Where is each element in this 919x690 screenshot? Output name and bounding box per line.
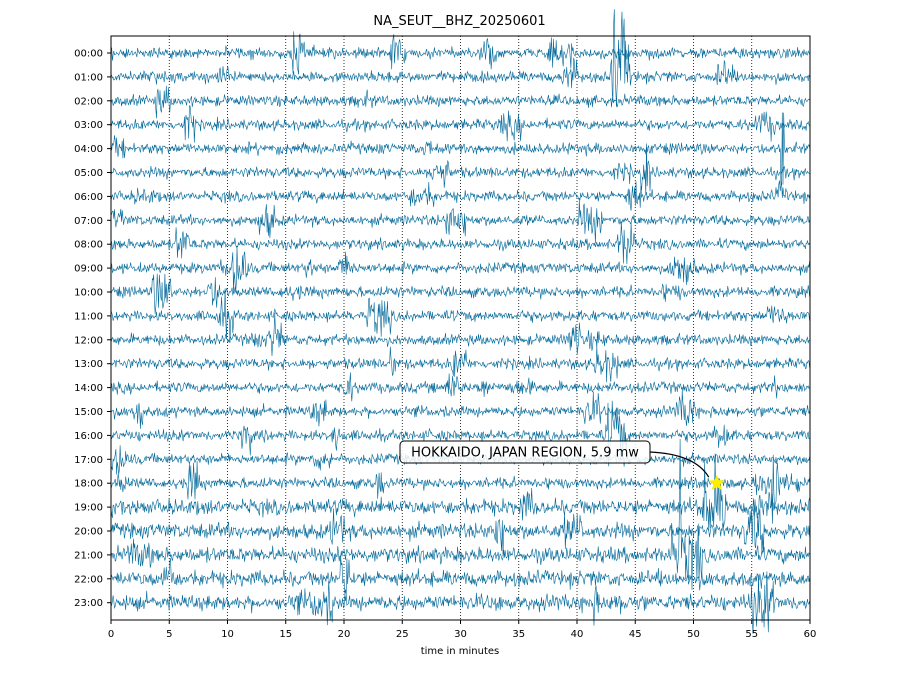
trace-line — [110, 85, 810, 119]
trace-line — [110, 555, 810, 597]
event-label-box — [399, 440, 651, 464]
trace-line — [110, 438, 810, 591]
y-tick-label: 10:00 — [74, 288, 103, 299]
y-tick-label: 16:00 — [74, 431, 103, 442]
y-tick-label: 01:00 — [74, 72, 103, 83]
trace-line — [110, 143, 810, 195]
event-annotations: HOKKAIDO, JAPAN REGION, 5.9 mw — [399, 440, 726, 491]
x-tick-label: 5 — [166, 629, 172, 640]
x-tick-label: 10 — [221, 629, 234, 640]
y-tick-label: 21:00 — [74, 550, 103, 561]
y-tick-label: 11:00 — [74, 311, 103, 322]
trace-line — [110, 507, 810, 557]
y-tick-label: 13:00 — [74, 359, 103, 370]
y-tick-label: 00:00 — [74, 49, 103, 60]
trace-line — [110, 312, 810, 357]
y-tick-label: 15:00 — [74, 407, 103, 418]
x-axis-label: time in minutes — [421, 646, 500, 657]
x-tick-label: 20 — [338, 629, 351, 640]
x-tick-label: 40 — [571, 629, 584, 640]
x-tick-label: 60 — [804, 629, 817, 640]
y-tick-label: 07:00 — [74, 216, 103, 227]
trace-line — [110, 288, 810, 343]
x-tick-label: 25 — [396, 629, 409, 640]
trace-line — [110, 372, 810, 402]
trace-line — [110, 221, 810, 265]
trace-line — [110, 273, 810, 314]
y-tick-label: 03:00 — [74, 120, 103, 131]
y-tick-label: 12:00 — [74, 335, 103, 346]
y-tick-label: 14:00 — [74, 383, 103, 394]
y-tick-label: 23:00 — [74, 598, 103, 609]
trace-layer — [110, 9, 810, 634]
y-tick-label: 08:00 — [74, 240, 103, 251]
x-tick-label: 45 — [629, 629, 642, 640]
chart-title: NA_SEUT__BHZ_20250601 — [373, 14, 545, 29]
y-tick-label: 09:00 — [74, 264, 103, 275]
event-label: HOKKAIDO, JAPAN REGION, 5.9 mw — [411, 446, 639, 461]
trace-line — [110, 199, 810, 244]
y-tick-label: 06:00 — [74, 192, 103, 203]
trace-line — [110, 246, 810, 293]
trace-line — [110, 390, 810, 429]
trace-line — [110, 571, 810, 634]
x-tick-label: 15 — [279, 629, 292, 640]
x-axis-ticks: 0 5 10 15 20 25 30 35 40 45 50 55 60 — [108, 620, 817, 640]
event-star-marker — [708, 474, 726, 491]
x-tick-label: 30 — [454, 629, 467, 640]
trace-line — [110, 453, 810, 531]
trace-line — [110, 346, 810, 383]
y-tick-label: 22:00 — [74, 574, 103, 585]
y-tick-label: 20:00 — [74, 527, 103, 538]
trace-line — [110, 112, 810, 185]
trace-line — [110, 9, 810, 107]
y-tick-label: 17:00 — [74, 455, 103, 466]
y-tick-label: 18:00 — [74, 479, 103, 490]
trace-line — [110, 454, 810, 524]
y-axis-ticks: 00:00 01:00 02:00 03:00 04:00 05:00 06:00 07:00… — [74, 49, 111, 609]
x-tick-label: 35 — [512, 629, 525, 640]
y-tick-label: 04:00 — [74, 144, 103, 155]
y-tick-label: 02:00 — [74, 96, 103, 107]
x-tick-label: 55 — [745, 629, 758, 640]
event-connector — [649, 451, 710, 478]
trace-line — [110, 400, 810, 467]
trace-line — [110, 31, 810, 75]
trace-line — [110, 105, 810, 143]
x-tick-label: 50 — [687, 629, 700, 640]
x-tick-label: 0 — [108, 629, 114, 640]
y-tick-label: 19:00 — [74, 503, 103, 514]
trace-line — [110, 180, 810, 211]
y-tick-label: 05:00 — [74, 168, 103, 179]
